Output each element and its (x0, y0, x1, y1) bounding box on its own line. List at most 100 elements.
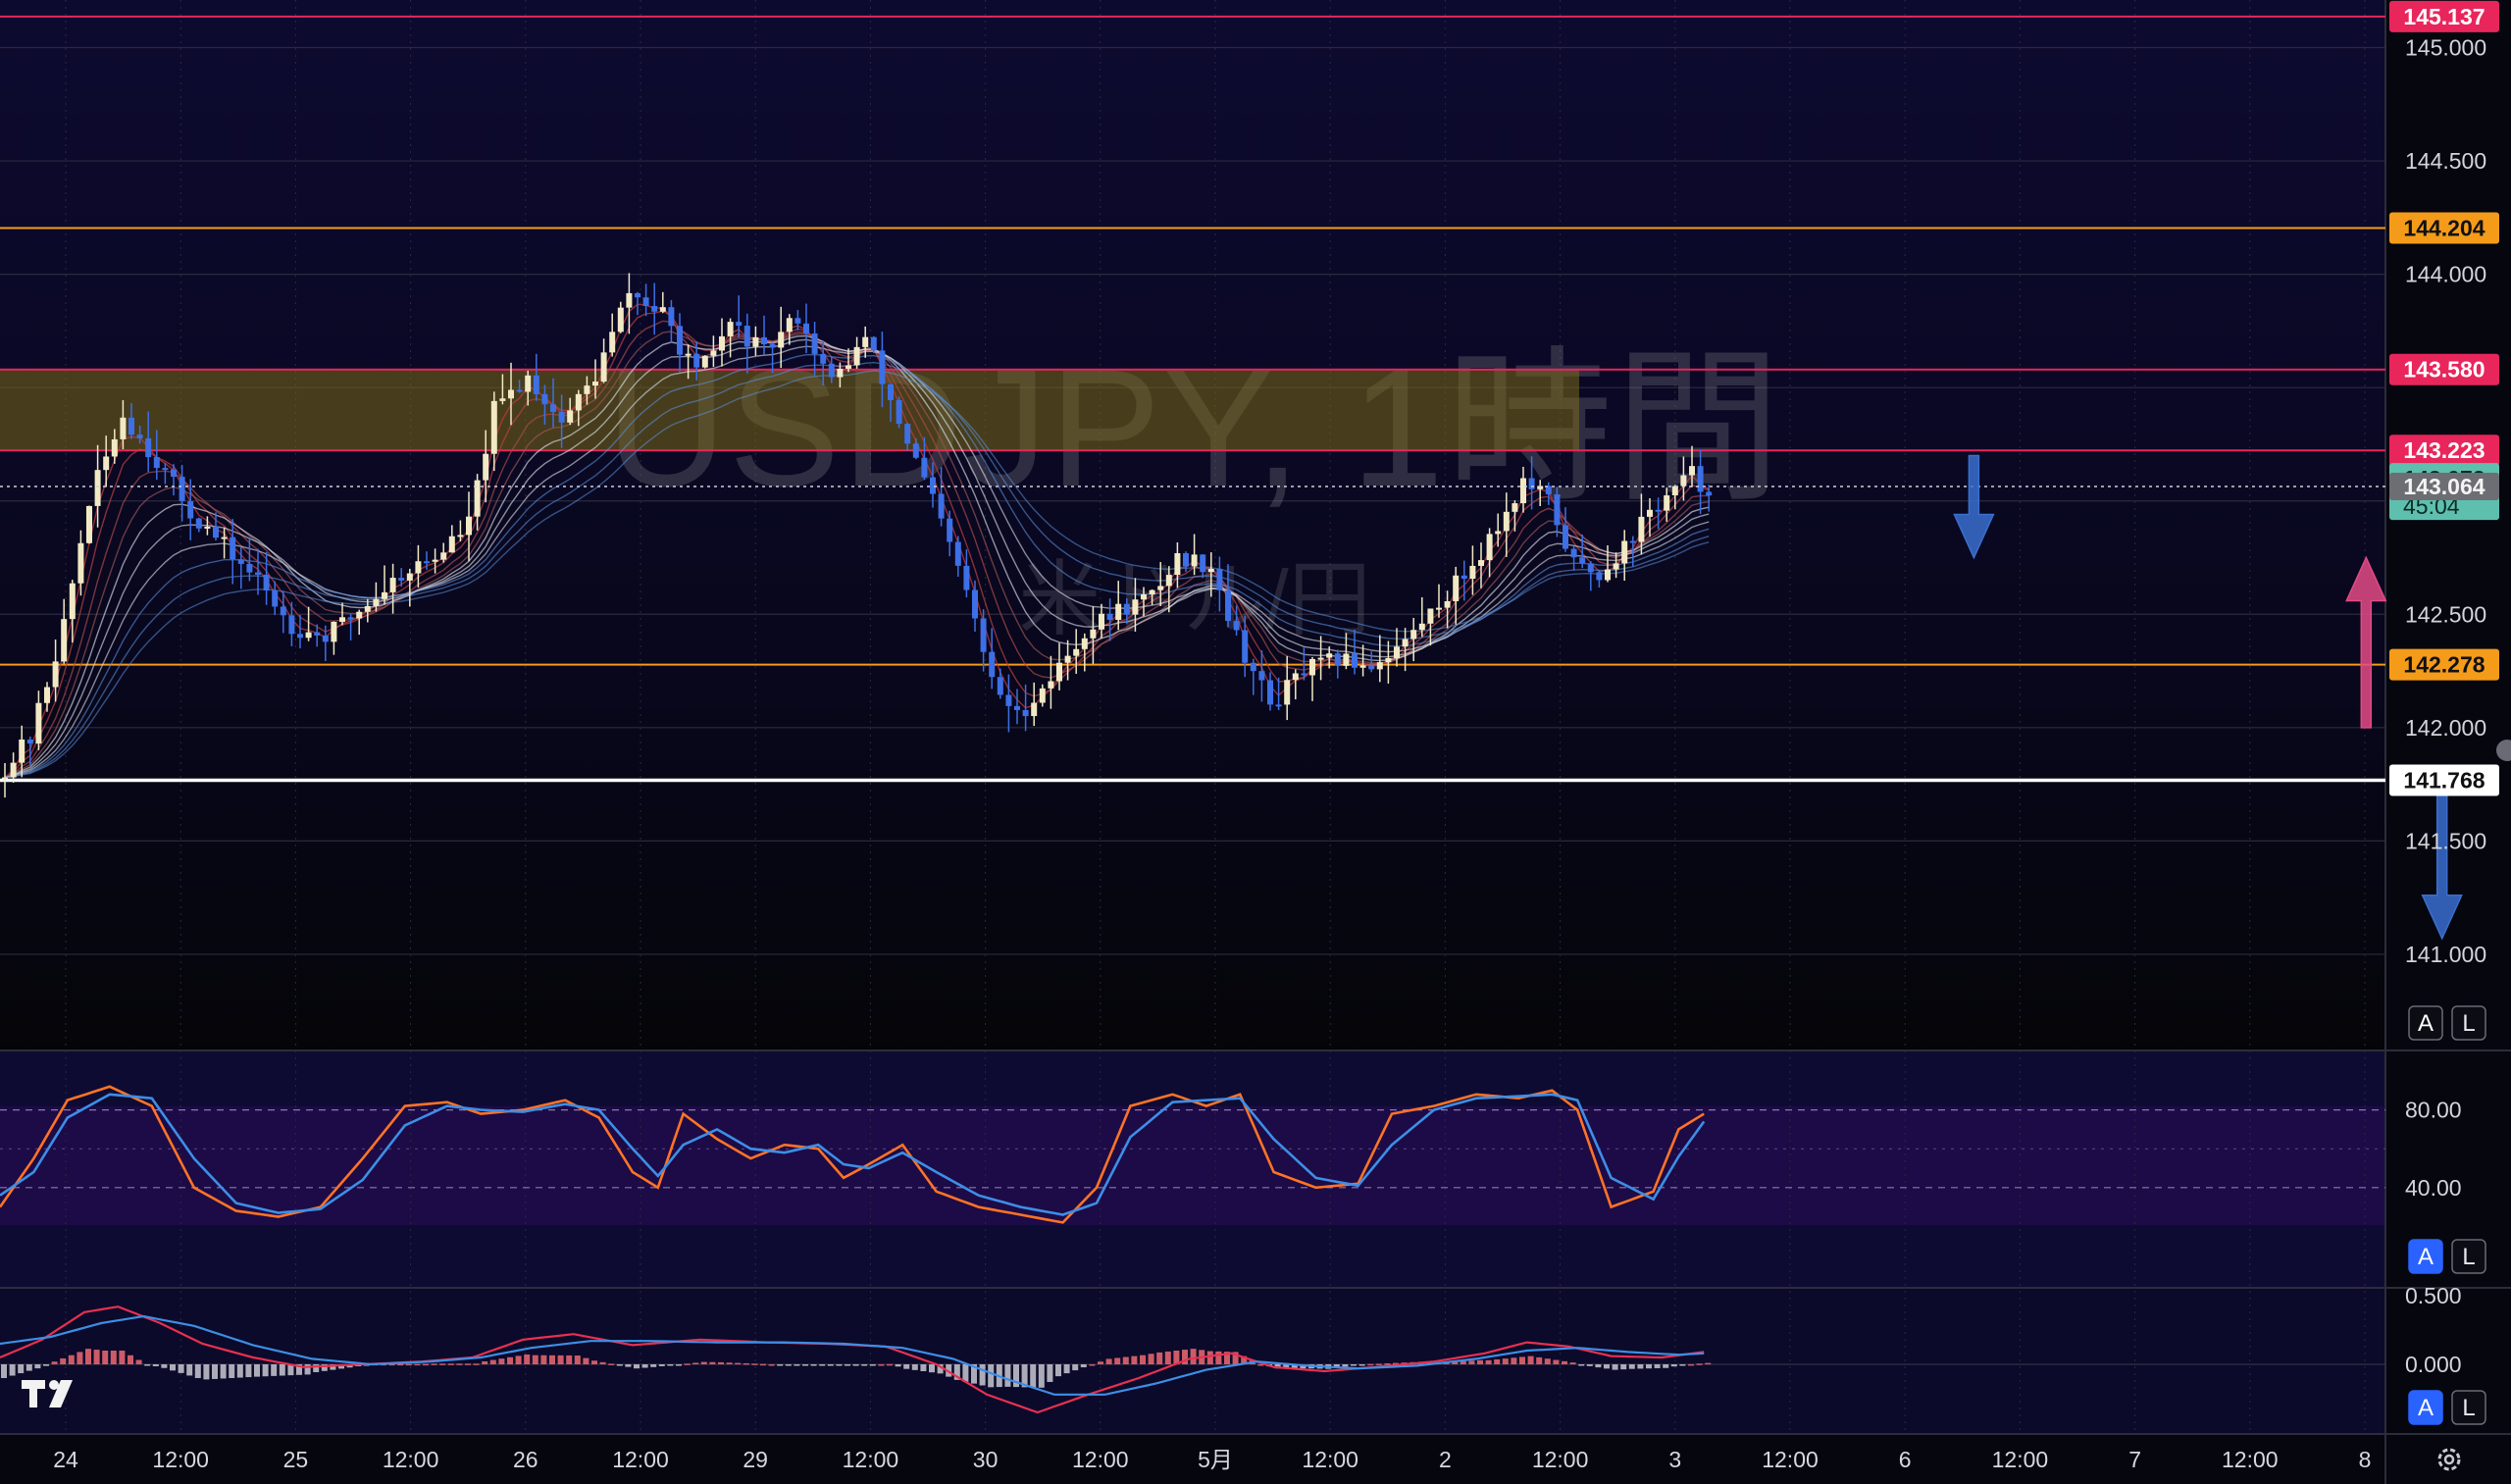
candle-body (221, 537, 228, 539)
candle-body (938, 493, 945, 519)
candle-body (1385, 658, 1392, 663)
candle-body (1444, 600, 1451, 608)
candle-body (997, 677, 1003, 695)
macd-hist-bar (549, 1355, 555, 1364)
macd-hist-bar (929, 1364, 935, 1373)
candle-body (280, 606, 286, 616)
macd-hist-bar (1375, 1363, 1382, 1365)
macd-hist-bar (489, 1359, 496, 1364)
macd-hist-bar (1663, 1364, 1669, 1368)
candle-body (1317, 657, 1324, 660)
last-close-tag: 143.064 (2403, 474, 2485, 499)
auto-scale-button-macd[interactable] (2408, 1390, 2443, 1425)
candle-body (626, 292, 633, 308)
macd-hist-bar (557, 1355, 564, 1364)
gear-icon[interactable] (2437, 1448, 2461, 1471)
auto-scale-button-main[interactable] (2408, 1005, 2443, 1041)
macd-hist-bar (1004, 1364, 1011, 1387)
time-label: 25 (283, 1447, 309, 1472)
macd-hist-bar (313, 1364, 320, 1372)
down-arrow-3[interactable] (2421, 794, 2463, 941)
macd-hist-bar (1072, 1364, 1079, 1371)
macd-hist-bar (507, 1356, 513, 1364)
candle-body (187, 500, 194, 519)
log-scale-button-macd[interactable] (2451, 1390, 2486, 1425)
stoch-band (0, 1106, 2385, 1225)
candle-body (1048, 681, 1054, 689)
down-arrow-0[interactable] (1953, 454, 1995, 560)
candle-body (246, 563, 253, 573)
time-label: 29 (743, 1447, 768, 1472)
macd-hist-bar (810, 1364, 817, 1366)
macd-hist-bar (482, 1360, 488, 1364)
macd-hist-bar (1367, 1363, 1374, 1366)
candle-body (1115, 603, 1122, 620)
macd-hist-bar (304, 1364, 311, 1375)
candle-body (685, 353, 692, 356)
macd-hist-bar (667, 1364, 674, 1366)
candle-body (600, 352, 607, 383)
candle-body (558, 411, 565, 423)
candle-body (440, 552, 447, 560)
candle-body (888, 384, 894, 400)
arrow-annotations[interactable] (1953, 25, 2511, 941)
macd-hist-bar (1148, 1354, 1154, 1364)
macd-hist-bar (1477, 1359, 1483, 1364)
macd-hist-bar (1586, 1364, 1593, 1366)
candle-body (1671, 486, 1678, 496)
macd-hist-bar (819, 1364, 826, 1366)
candle-body (1267, 680, 1273, 705)
time-label: 2 (1439, 1447, 1452, 1472)
macd-hist-bar (1190, 1349, 1197, 1364)
candle-body (331, 622, 337, 642)
macd-hist-bar (296, 1364, 302, 1375)
candle-body (69, 583, 76, 620)
macd-hist-bar (1544, 1358, 1551, 1364)
candle-body (912, 443, 919, 458)
up-arrow-2[interactable] (2345, 555, 2387, 729)
macd-hist-bar (203, 1364, 210, 1380)
macd-hist-bar (1156, 1352, 1163, 1364)
candle-body (1376, 662, 1383, 670)
macd-hist-bar (220, 1364, 227, 1379)
price-tick-label: 145.000 (2405, 35, 2486, 61)
macd-hist-bar (102, 1351, 109, 1364)
scale-buttons[interactable]: A L A L A L (2408, 1005, 2486, 1425)
macd-hist-bar (760, 1363, 766, 1366)
candle-body (44, 687, 50, 703)
candle-body (1031, 702, 1038, 717)
stoch-tick-label: 80.00 (2405, 1098, 2462, 1123)
candle-body (297, 634, 303, 639)
price-tag-r1-bg (2389, 0, 2499, 32)
macd-hist-bar (152, 1364, 159, 1367)
log-scale-button-main[interactable] (2451, 1005, 2486, 1041)
candle-body (1207, 568, 1214, 573)
macd-hist-bar (768, 1364, 775, 1366)
auto-scale-button-stoch[interactable] (2408, 1239, 2443, 1274)
candle-body (584, 385, 590, 394)
macd-hist-bar (262, 1364, 269, 1377)
stoch-tick-label: 40.00 (2405, 1175, 2462, 1201)
macd-hist-bar (524, 1354, 531, 1364)
candle-body (94, 470, 101, 506)
macd-hist-bar (85, 1349, 91, 1364)
candle-body (1706, 491, 1713, 496)
macd-hist-bar (279, 1364, 285, 1376)
candle-body (1596, 572, 1603, 581)
price-tick-label: 144.500 (2405, 148, 2486, 174)
candle-body (77, 542, 84, 584)
log-scale-button-stoch[interactable] (2451, 1239, 2486, 1274)
candle-body (128, 417, 134, 435)
candle-body (1157, 586, 1164, 590)
candle-body (1605, 569, 1611, 581)
resistance-zone[interactable] (0, 369, 1579, 451)
candle-body (862, 336, 869, 347)
candle-body (1613, 563, 1619, 570)
scroll-handle-icon[interactable] (2496, 740, 2511, 761)
candle-body (1520, 478, 1526, 504)
tradingview-logo[interactable] (22, 1380, 73, 1407)
macd-hist-bar (119, 1351, 126, 1364)
candle-body (1402, 639, 1409, 647)
time-axis[interactable]: 24 12:00 25 12:00 26 12:00 29 12:00 30 12:00 5月 12:… (53, 1447, 2371, 1472)
